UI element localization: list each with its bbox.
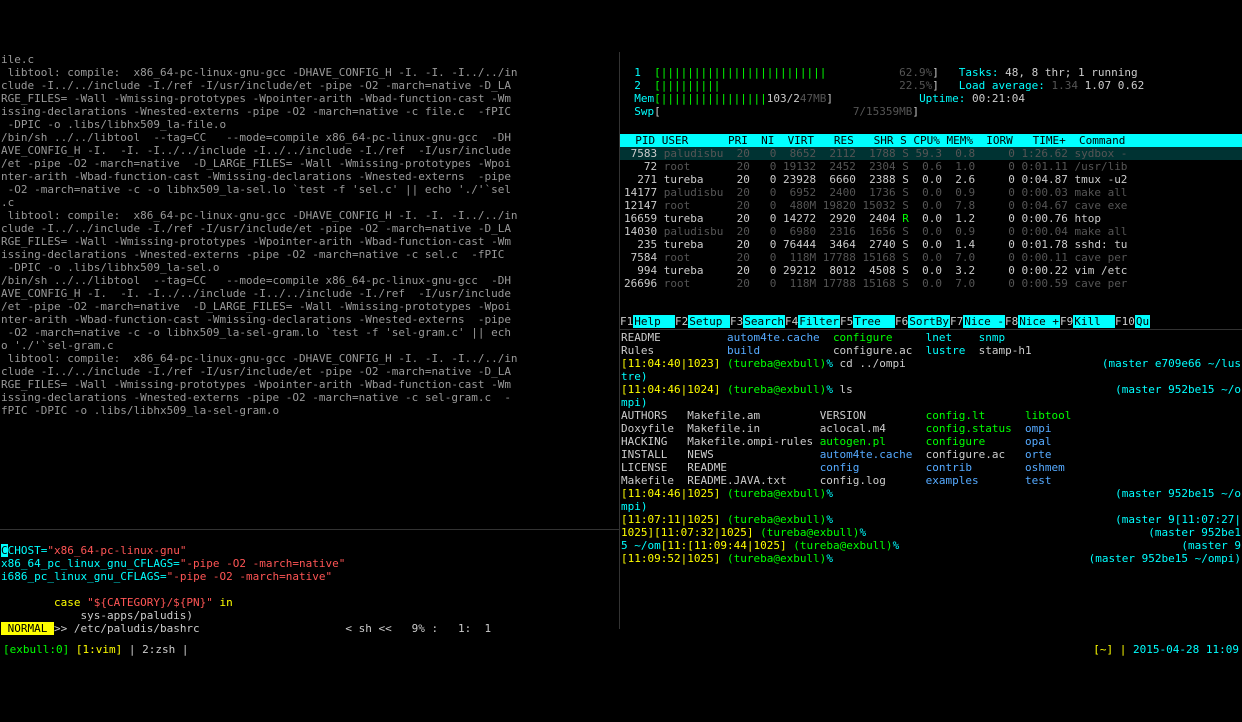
load-val: 1.07 0.62 <box>1078 79 1144 92</box>
mem-bar: [|||||||||||||||| <box>654 92 767 105</box>
cpu2-label: 2 <box>621 79 654 92</box>
case-pattern: sys-apps/paludis) <box>1 609 193 622</box>
htop-header[interactable]: PID USER PRI NI VIRT RES SHR S CPU% MEM%… <box>620 134 1242 147</box>
tasks-val: 48, 8 thr; 1 running <box>1005 66 1137 79</box>
vim-mode: NORMAL <box>1 622 54 635</box>
process-row[interactable]: 994 tureba 20 0 29212 8012 4508 S 0.0 3.… <box>620 264 1242 277</box>
var-key: x86_64_pc_linux_gnu_CFLAGS= <box>1 557 180 570</box>
tmux-window[interactable]: [1:vim] <box>69 643 122 656</box>
var-key: i686_pc_linux_gnu_CFLAGS= <box>1 570 167 583</box>
swp-val: 7/15359MB <box>853 105 913 118</box>
var-key: CHOST= <box>8 544 48 557</box>
process-row[interactable]: 14030 paludisbu 20 0 6980 2316 1656 S 0.… <box>620 225 1242 238</box>
vim-pos: < sh << 9% : 1: 1 <box>345 622 497 635</box>
tmux-path: [~] | <box>1093 643 1126 656</box>
editor-pane: CCHOST="x86_64-pc-linux-gnu" x86_64_pc_l… <box>0 529 619 629</box>
tmux-window[interactable]: 2:zsh <box>142 643 175 656</box>
process-row[interactable]: 26696 root 20 0 118M 17788 15168 S 0.0 7… <box>620 277 1242 290</box>
cursor: C <box>1 544 8 557</box>
uptime-label: Uptime: <box>919 92 972 105</box>
compile-output: ile.c libtool: compile: x86_64-pc-linux-… <box>0 52 619 529</box>
case-kw: case <box>1 596 87 609</box>
tasks-label: Tasks: <box>959 66 1005 79</box>
cpu2-pct: 22.5% <box>899 79 932 92</box>
process-row[interactable]: 14177 paludisbu 20 0 6952 2400 1736 S 0.… <box>620 186 1242 199</box>
case-in: in <box>213 596 233 609</box>
cpu1-pct: 62.9% <box>899 66 932 79</box>
tmux-host: [exbull:0] <box>3 643 69 656</box>
process-row[interactable]: 72 root 20 0 19132 2452 2304 S 0.6 1.0 0… <box>620 160 1242 173</box>
process-row[interactable]: 7584 root 20 0 118M 17788 15168 S 0.0 7.… <box>620 251 1242 264</box>
uptime-val: 00:21:04 <box>972 92 1025 105</box>
htop-process-list[interactable]: 7583 paludisbu 20 0 8652 2112 1788 S 59.… <box>620 147 1242 315</box>
tmux-time: 2015-04-28 11:09 <box>1126 643 1239 656</box>
shell-pane[interactable]: README autom4te.cache configure lnet snm… <box>620 329 1242 629</box>
case-val: "${CATEGORY}/${PN}" <box>87 596 213 609</box>
var-val: "-pipe -O2 -march=native" <box>180 557 346 570</box>
cpu2-bar: [||||||||| <box>654 79 899 92</box>
process-row[interactable]: 16659 tureba 20 0 14272 2920 2404 R 0.0 … <box>620 212 1242 225</box>
tmux-status-bar[interactable]: [exbull:0] [1:vim] | 2:zsh | [~] | 2015-… <box>0 642 1242 657</box>
cpu1-bar: [||||||||||||||||||||||||| <box>654 66 899 79</box>
process-row[interactable]: 235 tureba 20 0 76444 3464 2740 S 0.0 1.… <box>620 238 1242 251</box>
vim-file: >> /etc/paludis/bashrc <box>54 622 200 635</box>
var-val: "-pipe -O2 -march=native" <box>167 570 333 583</box>
load-label: Load average: <box>959 79 1052 92</box>
htop-meters: 1 [||||||||||||||||||||||||| 62.9%] Task… <box>620 52 1242 134</box>
process-row[interactable]: 271 tureba 20 0 23928 6660 2388 S 0.0 2.… <box>620 173 1242 186</box>
process-row[interactable]: 12147 root 20 0 480M 19820 15032 S 0.0 7… <box>620 199 1242 212</box>
process-row[interactable]: 7583 paludisbu 20 0 8652 2112 1788 S 59.… <box>620 147 1242 160</box>
mem-label: Mem <box>621 92 654 105</box>
htop-function-keys[interactable]: F1Help F2Setup F3SearchF4FilterF5Tree F6… <box>620 315 1242 329</box>
swp-label: Swp <box>621 105 654 118</box>
cpu1-label: 1 <box>621 66 654 79</box>
var-val: "x86_64-pc-linux-gnu" <box>47 544 186 557</box>
